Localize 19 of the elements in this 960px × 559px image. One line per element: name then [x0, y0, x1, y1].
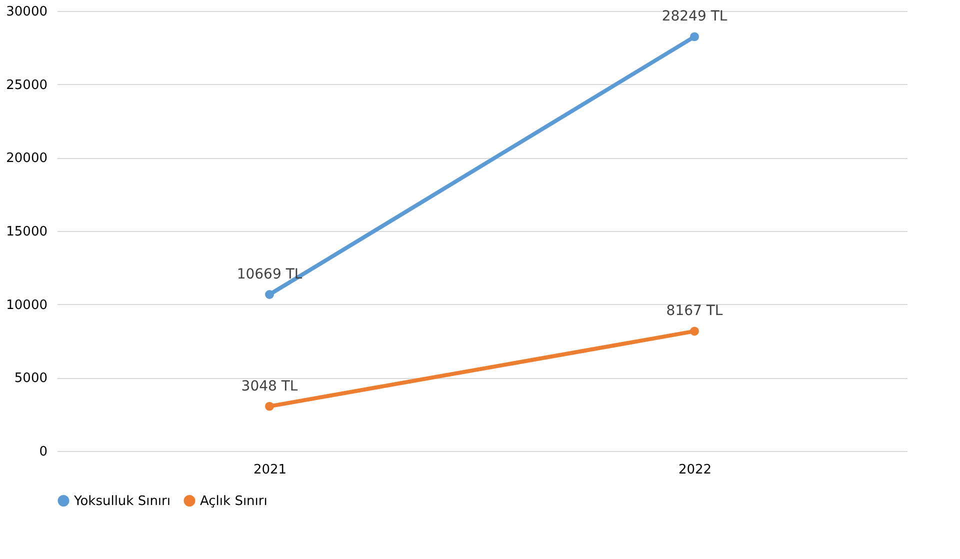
y-tick-label: 5000: [14, 371, 48, 386]
data-label: 10669 TL: [236, 266, 302, 283]
point: [265, 290, 274, 299]
y-tick-label: 15000: [6, 224, 48, 240]
point: [265, 402, 274, 411]
data-label: 3048 TL: [241, 378, 298, 394]
legend-label: Yoksulluk Sınırı: [73, 494, 171, 509]
data-label: 28249 TL: [662, 8, 728, 25]
y-tick-label: 10000: [6, 298, 48, 313]
legend-label: Açlık Sınırı: [200, 494, 268, 509]
y-tick-label: 25000: [6, 78, 48, 93]
point: [690, 32, 699, 42]
x-tick-label: 2021: [253, 462, 287, 478]
y-tick-label: 20000: [6, 151, 48, 166]
point: [690, 326, 699, 336]
y-tick-label: 0: [39, 444, 48, 460]
x-tick-label: 2022: [678, 462, 712, 478]
y-tick-label: 30000: [6, 4, 48, 20]
data-label: 8167 TL: [666, 303, 723, 320]
